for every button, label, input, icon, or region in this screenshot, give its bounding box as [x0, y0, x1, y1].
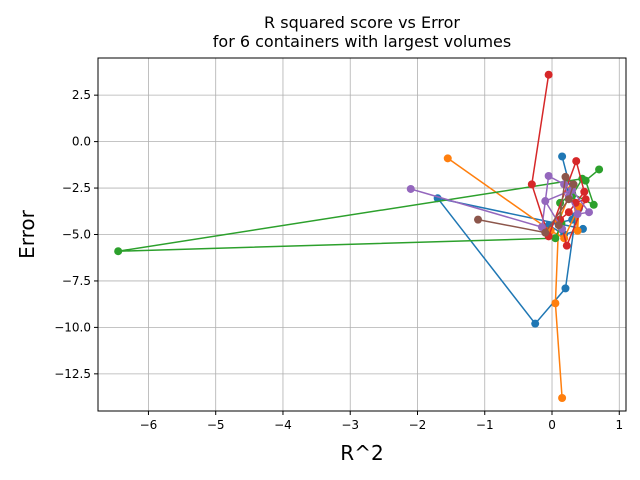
data-point: [531, 319, 540, 328]
x-axis-label: R^2: [340, 441, 383, 465]
x-tick-label: −6: [140, 418, 158, 432]
data-point: [595, 165, 604, 174]
series-6: [474, 172, 578, 237]
y-tick-label: −12.5: [54, 367, 91, 381]
data-point: [573, 210, 582, 219]
data-point: [474, 215, 483, 224]
series-line: [447, 157, 580, 399]
data-point: [544, 70, 553, 79]
chart-title-line: R squared score vs Error: [264, 13, 460, 32]
data-point: [541, 197, 550, 206]
y-tick-label: −5.0: [62, 228, 91, 242]
data-point: [561, 172, 570, 181]
series-2: [443, 154, 583, 402]
data-point: [589, 200, 598, 209]
data-point: [585, 208, 594, 217]
data-point: [554, 221, 563, 230]
data-point: [561, 284, 570, 293]
series-3: [114, 165, 604, 256]
data-point: [572, 157, 581, 166]
chart-title-line: for 6 containers with largest volumes: [213, 32, 511, 51]
data-point: [558, 152, 567, 161]
data-point: [564, 208, 573, 217]
y-tick-label: −7.5: [62, 274, 91, 288]
y-tick-label: −10.0: [54, 320, 91, 334]
series-line: [477, 175, 575, 234]
data-point: [443, 154, 452, 163]
data-point: [558, 393, 567, 402]
data-point: [406, 184, 415, 193]
data-point: [562, 241, 571, 250]
data-point: [564, 195, 573, 204]
y-tick-label: 0.0: [72, 135, 91, 149]
y-axis-label: Error: [15, 209, 39, 259]
series-group: [114, 70, 604, 402]
data-point: [551, 299, 560, 308]
x-tick-label: −2: [409, 418, 427, 432]
x-tick-label: −1: [476, 418, 494, 432]
data-point: [551, 234, 560, 243]
data-point: [573, 226, 582, 235]
x-tick-label: 1: [615, 418, 623, 432]
x-tick-label: −3: [341, 418, 359, 432]
y-tick-label: 2.5: [72, 88, 91, 102]
x-tick-label: 0: [548, 418, 556, 432]
data-point: [544, 171, 553, 180]
data-point: [114, 247, 123, 256]
x-axis-ticks: −6 −5 −4 −3 −2 −1 0 1: [140, 411, 623, 432]
series-line: [118, 168, 600, 252]
data-point: [569, 180, 578, 189]
data-point: [581, 195, 590, 204]
data-point: [580, 187, 589, 196]
data-point: [527, 180, 536, 189]
y-axis-ticks: −12.5 −10.0 −7.5 −5.0 −2.5 0.0 2.5: [54, 88, 98, 381]
data-point: [541, 228, 550, 237]
x-tick-label: −4: [274, 418, 292, 432]
y-tick-label: −2.5: [62, 181, 91, 195]
x-tick-label: −5: [207, 418, 225, 432]
